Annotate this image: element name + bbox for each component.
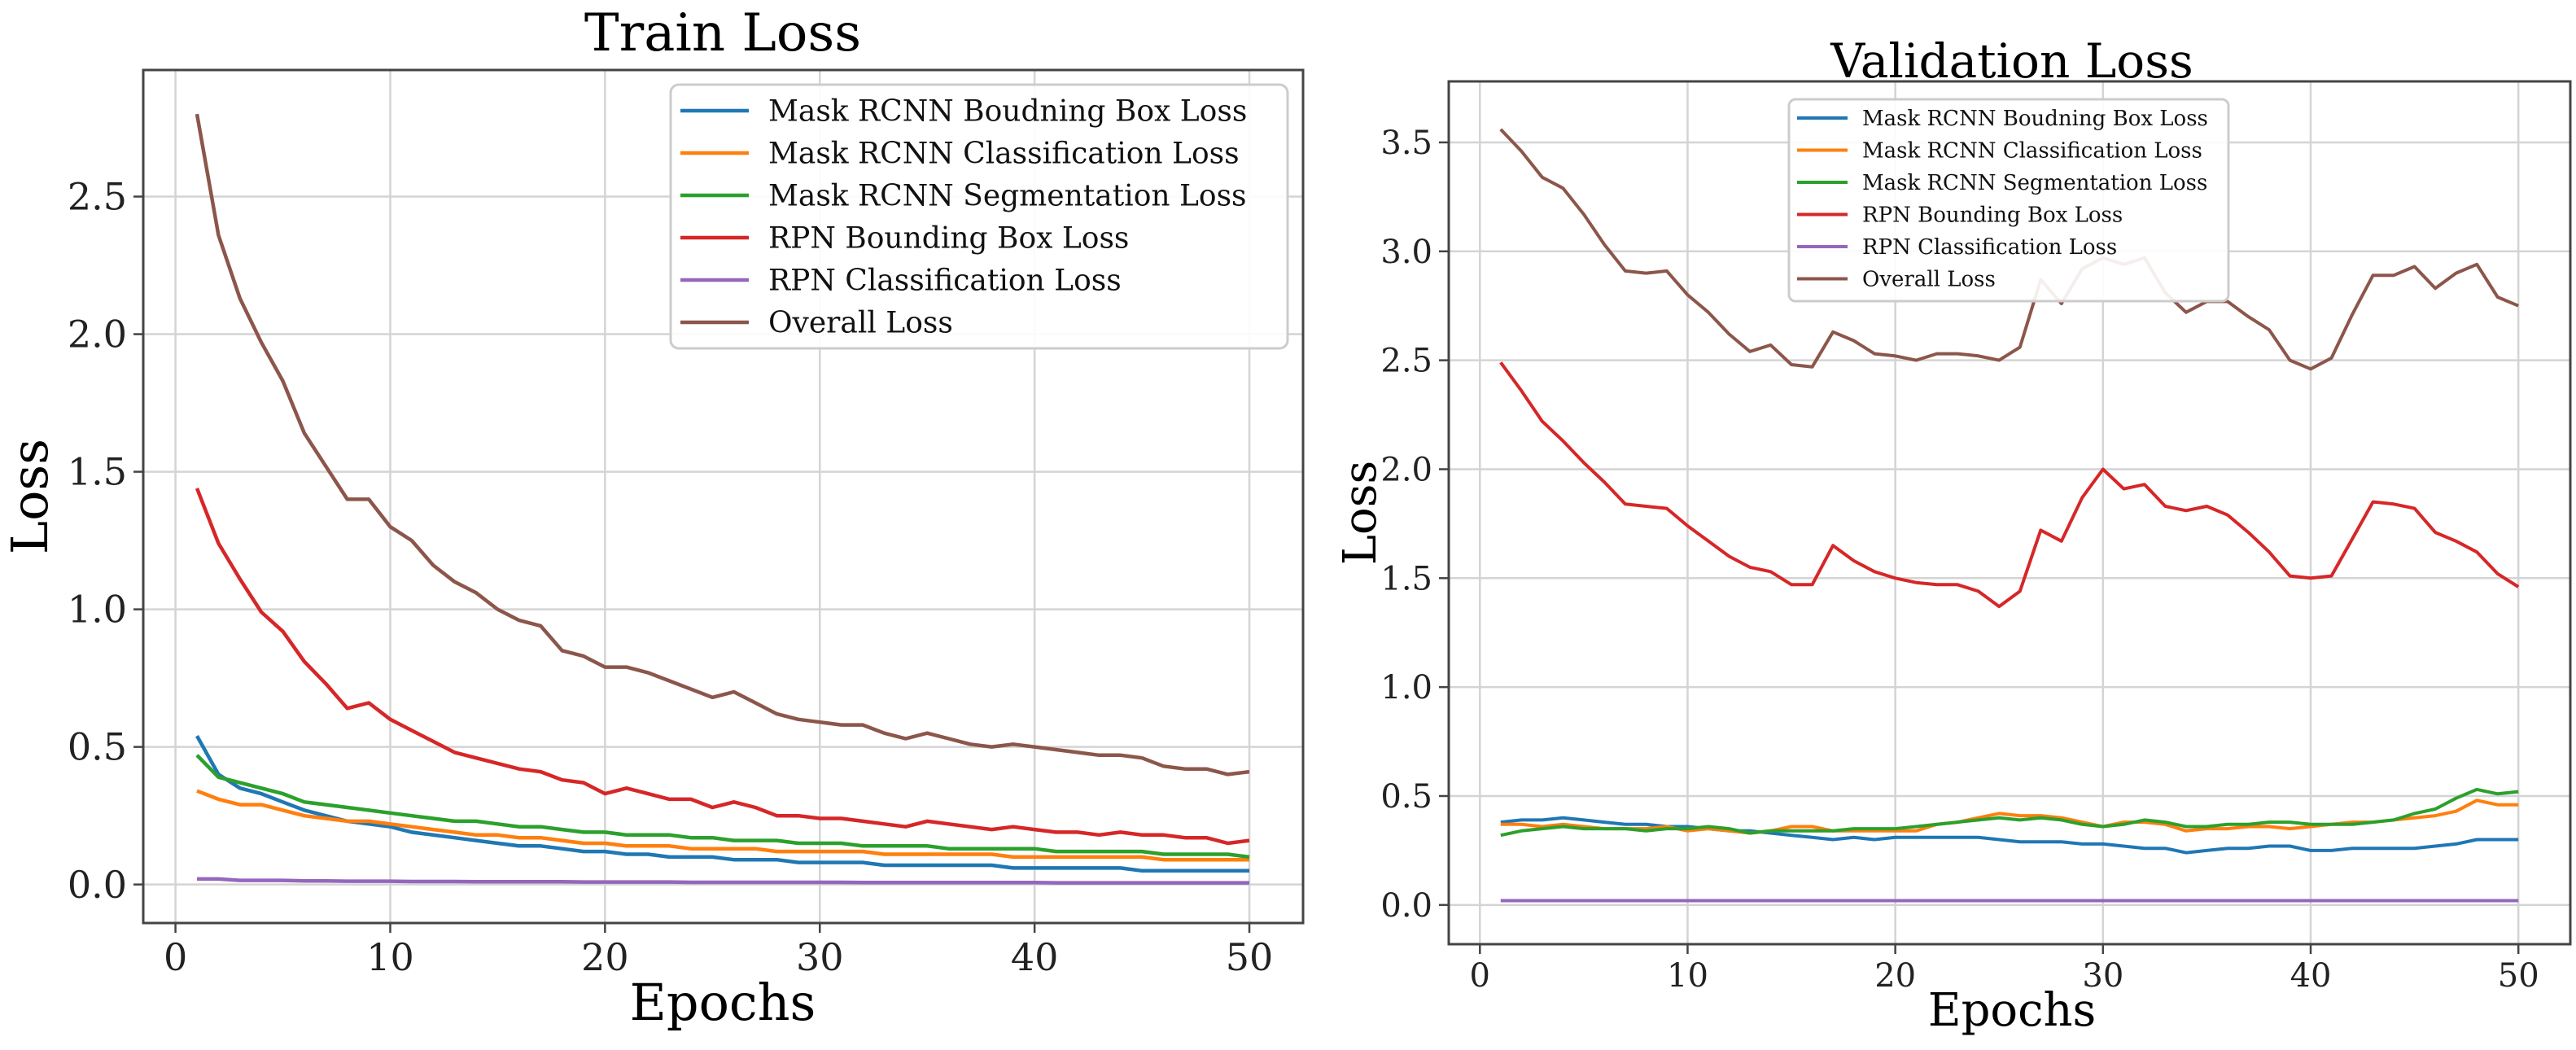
train-legend-label-4: RPN Classification Loss [768,265,1122,298]
train-legend-label-1: Mask RCNN Classification Loss [768,138,1240,171]
validation-y-tick-label: 2.0 [1380,451,1432,488]
validation-legend: Mask RCNN Boudning Box Loss Mask RCNN Cla… [1787,98,2230,303]
validation-y-tick-label: 3.5 [1380,125,1432,162]
validation-chart-title: Validation Loss [1830,33,2193,89]
validation-legend-label-3: RPN Bounding Box Loss [1862,203,2123,228]
train-loss-chart: Train Loss 0 10 20 30 40 50 0.0 0.5 1.0 1.5 2.0 2.… [0,3,1305,1032]
train-x-tick-label: 30 [796,935,844,979]
validation-y-tick-label: 3.0 [1380,234,1432,271]
train-y-tick-label: 2.5 [68,175,127,219]
validation-loss-chart: Validation Loss 0 10 20 30 40 50 0.0 0.5 1.0 1.5… [1334,33,2572,1037]
train-y-tick-label: 1.0 [68,588,127,632]
validation-legend-label-2: Mask RCNN Segmentation Loss [1862,171,2207,195]
train-plot-frame [142,68,1305,925]
train-legend: Mask RCNN Boudning Box Loss Mask RCNN Cla… [669,83,1289,350]
validation-series-line-2 [1500,787,2519,838]
train-x-tick-label: 50 [1226,935,1274,979]
train-legend-label-0: Mask RCNN Boudning Box Loss [768,95,1247,129]
train-y-tick-label: 0.0 [68,863,127,907]
validation-y-ticks: 0.0 0.5 1.0 1.5 2.0 2.5 3.0 3.5 [1380,125,1449,925]
validation-y-tick-label: 0.5 [1380,778,1432,816]
train-x-tick-label: 0 [164,935,187,979]
train-series-line-0 [195,735,1249,873]
validation-x-tick-label: 30 [2082,957,2123,995]
validation-y-tick-label: 1.5 [1380,560,1432,597]
train-legend-label-2: Mask RCNN Segmentation Loss [768,180,1247,213]
train-x-axis-label: Epochs [630,973,816,1032]
train-legend-label-3: RPN Bounding Box Loss [768,222,1129,256]
validation-series-lines [1499,128,2520,903]
validation-x-tick-label: 0 [1470,957,1490,995]
validation-series-line-3 [1499,361,2520,609]
train-legend-box [669,83,1289,350]
validation-legend-box [1787,98,2230,303]
validation-legend-label-1: Mask RCNN Classification Loss [1862,139,2202,164]
validation-series-line-5 [1499,128,2519,371]
validation-x-tick-label: 40 [2290,957,2332,995]
train-legend-label-5: Overall Loss [768,307,953,340]
train-y-tick-label: 2.0 [68,313,127,357]
train-y-ticks: 0.0 0.5 1.0 1.5 2.0 2.5 [68,175,143,907]
validation-y-axis-label: Loss [1334,461,1387,565]
validation-x-tick-label: 50 [2498,957,2539,995]
train-y-tick-label: 0.5 [68,725,127,769]
validation-plot-frame [1447,80,2572,946]
validation-x-ticks: 0 10 20 30 40 50 [1470,944,2539,995]
train-x-ticks: 0 10 20 30 40 50 [164,923,1273,979]
train-x-tick-label: 40 [1011,935,1059,979]
train-chart-title: Train Loss [584,3,861,63]
train-series-line-1 [196,789,1249,862]
validation-x-axis-label: Epochs [1928,984,2097,1037]
validation-y-tick-label: 1.0 [1380,669,1432,707]
validation-series-line-1 [1500,798,2519,835]
validation-legend-label-4: RPN Classification Loss [1862,235,2117,260]
train-y-tick-label: 1.5 [68,450,127,494]
train-series-line-4 [197,877,1249,885]
validation-y-tick-label: 2.5 [1380,343,1432,380]
train-y-axis-label: Loss [0,439,59,554]
validation-legend-label-5: Overall Loss [1862,268,1996,292]
train-x-tick-label: 20 [581,935,629,979]
train-series-line-5 [195,113,1250,777]
train-series-line-3 [195,488,1250,846]
validation-x-tick-label: 20 [1874,957,1916,995]
train-series-line-2 [195,754,1250,860]
train-series-lines [195,113,1250,885]
train-x-tick-label: 10 [366,935,414,979]
validation-legend-label-0: Mask RCNN Boudning Box Loss [1862,107,2208,131]
validation-y-tick-label: 0.0 [1380,887,1432,925]
validation-x-tick-label: 10 [1667,957,1708,995]
